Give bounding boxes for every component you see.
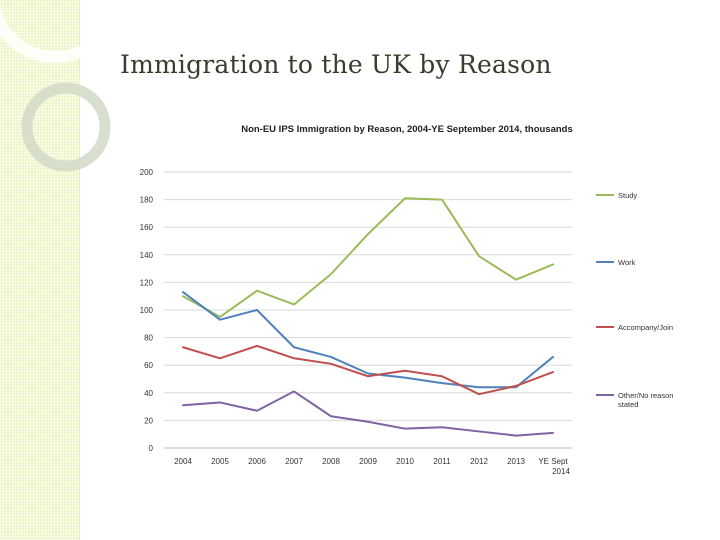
y-tick-label: 20	[144, 416, 153, 425]
x-tick-label: 2006	[248, 457, 266, 466]
y-tick-label: 40	[144, 389, 153, 398]
strip-divider	[79, 0, 80, 540]
x-tick-label: 2008	[322, 457, 340, 466]
y-tick-label: 120	[140, 278, 154, 287]
y-tick-label: 0	[149, 444, 154, 453]
deco-ring-top	[0, 0, 123, 63]
series-line-work	[182, 291, 554, 389]
x-tick-label: 2013	[507, 457, 525, 466]
x-tick-label: 2007	[285, 457, 303, 466]
x-tick-label: 2009	[359, 457, 377, 466]
y-tick-label: 200	[140, 168, 154, 177]
legend-label: Other/No reason stated	[618, 391, 673, 409]
x-tick-label: 2011	[433, 457, 451, 466]
x-tick-label: 2012	[470, 457, 488, 466]
slide-title: Immigration to the UK by Reason	[120, 50, 552, 79]
series-line-accompany-join	[182, 344, 554, 396]
y-tick-label: 140	[140, 251, 154, 260]
chart-title: Non-EU IPS Immigration by Reason, 2004-Y…	[241, 124, 573, 135]
legend-label: Work	[618, 258, 636, 267]
x-tick-label: 2004	[174, 457, 192, 466]
x-tick-label: 2005	[211, 457, 229, 466]
y-tick-label: 60	[144, 361, 153, 370]
y-tick-label: 160	[140, 223, 154, 232]
deco-ring-middle	[21, 82, 111, 172]
decorative-rings	[0, 0, 123, 172]
legend-label: Study	[618, 191, 637, 200]
x-tick-label: 2010	[396, 457, 414, 466]
legend-label: Accompany/Join	[618, 323, 673, 332]
series-line-other-no-reason-stated	[182, 390, 554, 437]
y-tick-label: 100	[140, 306, 154, 315]
y-tick-label: 80	[144, 334, 153, 343]
series-line-study	[182, 197, 554, 318]
y-tick-label: 180	[140, 196, 154, 205]
x-tick-label: YE Sept 2014	[538, 457, 570, 476]
